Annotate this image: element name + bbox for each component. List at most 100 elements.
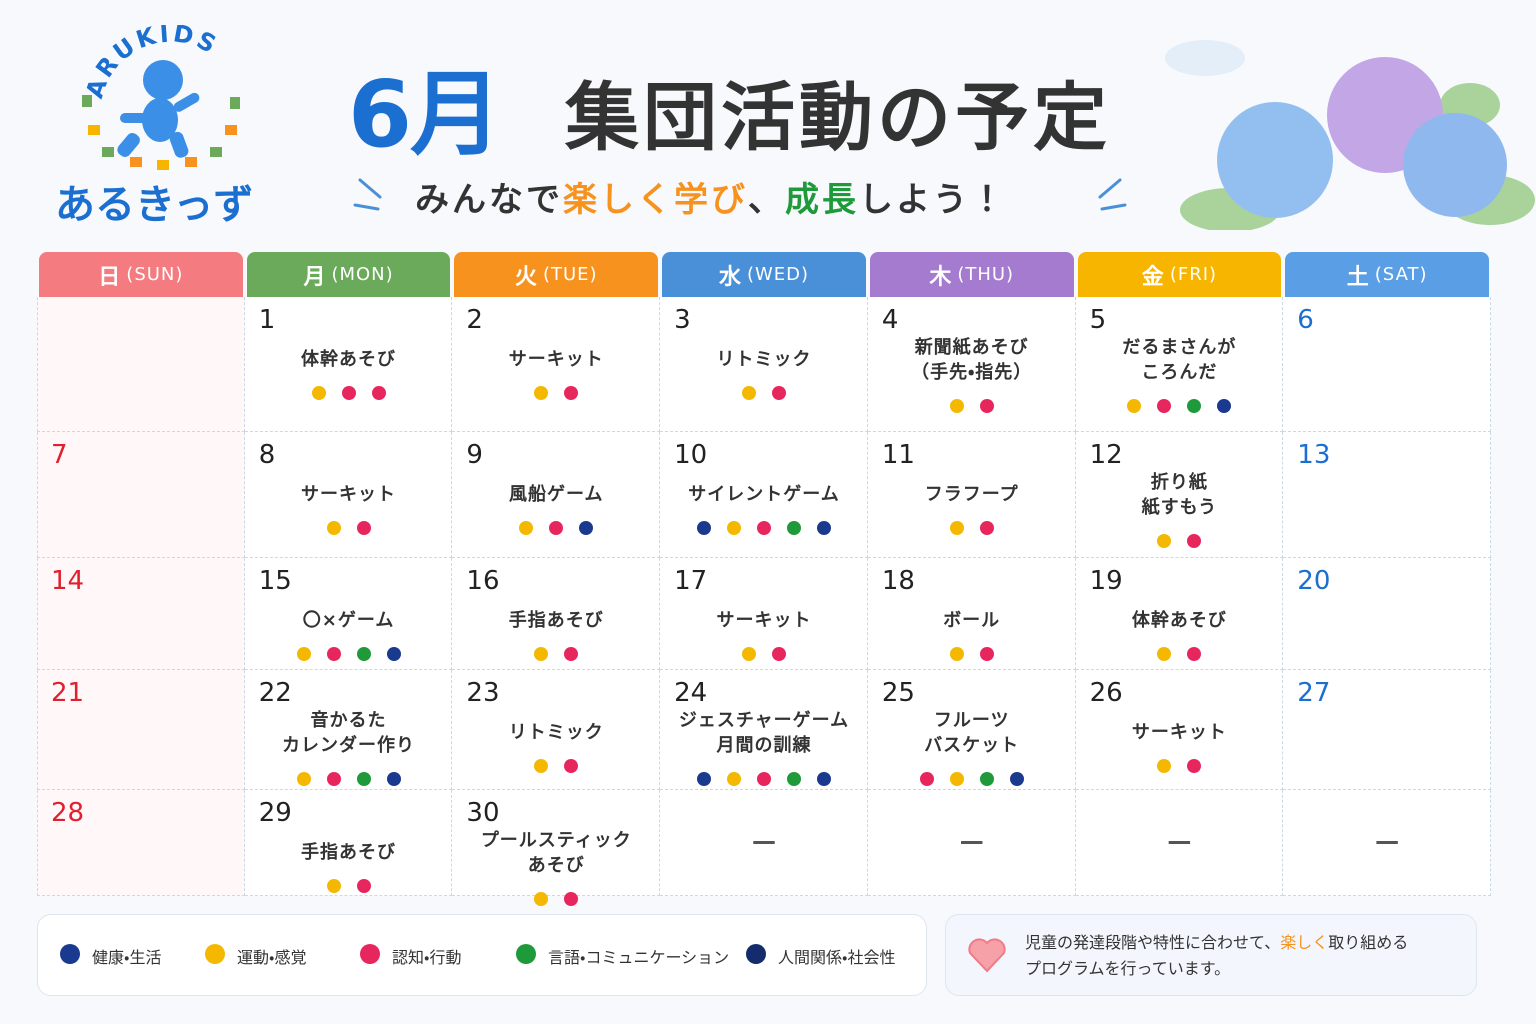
category-dot: [296, 647, 311, 661]
note-part: 児童の発達段階や特性に合わせて、: [1025, 933, 1281, 952]
day-cell: [1283, 670, 1491, 790]
date: 9: [466, 440, 483, 470]
activity: プールスティック: [480, 830, 632, 851]
category-dot: [296, 772, 311, 786]
subtitle-part: 成長: [785, 180, 859, 220]
category-dot: [371, 386, 386, 400]
day-cell: [660, 297, 868, 432]
note: 児童の発達段階や特性に合わせて、楽しく取り組める プログラムを行っています。: [1025, 930, 1408, 982]
day-cell: [37, 790, 245, 896]
legend-dot: [746, 944, 766, 964]
day-cell: [37, 670, 245, 790]
heart-icon: [968, 938, 1006, 973]
legend-dot: [60, 944, 80, 964]
category-dot: [1187, 534, 1202, 548]
activity: 手指あそび: [301, 842, 397, 863]
activity: フラフープ: [924, 484, 1019, 505]
day-cell: [452, 432, 661, 558]
note-part: 楽しく: [1280, 933, 1329, 952]
category-dot: [919, 772, 934, 786]
empty-day: —: [1167, 827, 1192, 855]
activity: リトミック: [508, 722, 604, 743]
category-dot: [772, 386, 786, 400]
day-cell: [1283, 790, 1491, 896]
activity: サーキット: [508, 349, 604, 370]
weekday-kanji: 土: [1346, 264, 1369, 290]
date: 15: [258, 566, 292, 596]
category-dot: [757, 772, 771, 786]
day-cell: [867, 670, 1076, 790]
legend-label: 人間関係・社会性: [778, 948, 896, 967]
category-dot: [727, 521, 741, 535]
date: 2: [466, 305, 483, 335]
logo-mark: ARUKIDS: [80, 25, 240, 170]
day-cell: [867, 432, 1076, 558]
date: 29: [258, 798, 292, 828]
activity: 風船ゲーム: [509, 484, 604, 505]
note-box: [945, 914, 1477, 996]
category-dot: [311, 386, 326, 400]
category-dot: [979, 647, 994, 661]
day-cell: [244, 558, 453, 670]
category-dot: [697, 772, 711, 786]
day-cell: [1075, 432, 1284, 558]
day-cell: [244, 790, 453, 896]
subtitle: みんなで楽しく学び、成長しよう！: [415, 172, 1007, 221]
weekday-header: 日 (SUN): [39, 252, 243, 297]
day-cell: [37, 558, 245, 670]
date: 12: [1089, 440, 1123, 470]
category-dot: [1217, 399, 1232, 413]
category-dot: [564, 892, 579, 906]
weekday-en: (TUE): [542, 264, 598, 285]
date: 14: [51, 566, 85, 596]
day-cell: [1075, 558, 1284, 670]
subtitle-part: 、: [748, 180, 785, 220]
day-cell: [1075, 297, 1284, 432]
activity: 音かるた: [310, 710, 387, 731]
day-cell: [244, 432, 453, 558]
activity: バスケット: [924, 735, 1020, 756]
legend-label: 運動・感覚: [237, 948, 307, 967]
title-month: 6月: [348, 61, 502, 168]
date: 4: [881, 305, 899, 335]
category-dot: [356, 521, 371, 535]
date: 24: [674, 678, 708, 708]
date: 5: [1089, 305, 1107, 335]
category-dot: [564, 386, 579, 400]
category-dot: [1157, 647, 1172, 661]
activity: 月間の訓練: [716, 735, 812, 756]
category-dot: [356, 879, 371, 893]
category-dot: [772, 647, 786, 661]
activity: ころんだ: [1141, 362, 1218, 383]
category-dot: [949, 647, 964, 661]
day-cell: [37, 297, 245, 432]
day-cell: [452, 790, 661, 896]
category-dot: [386, 772, 401, 786]
date: 28: [51, 798, 85, 828]
activity: 〇×ゲーム: [302, 610, 395, 631]
category-dot: [979, 521, 994, 535]
activity: 体幹あそび: [1131, 610, 1227, 631]
day-cell: [244, 670, 453, 790]
logo-ring: [82, 95, 240, 170]
day-cell: [660, 432, 868, 558]
category-dot: [356, 772, 371, 786]
weekday-kanji: 金: [1141, 264, 1164, 290]
category-dot: [519, 521, 534, 535]
activity: 新聞紙あそび: [914, 337, 1029, 358]
date: 26: [1089, 678, 1123, 708]
category-dot: [787, 772, 801, 786]
activity: サーキット: [716, 610, 812, 631]
day-cell: [1283, 558, 1491, 670]
subtitle-part: 楽しく学び: [563, 180, 748, 220]
category-dot: [742, 647, 756, 661]
activity: サイレントゲーム: [688, 484, 840, 505]
activity: サーキット: [1131, 722, 1227, 743]
category-dot: [1187, 759, 1202, 773]
category-dot: [1157, 399, 1172, 413]
activity: ジェスチャーゲーム: [678, 710, 850, 731]
legend-dot: [360, 944, 380, 964]
date: 23: [466, 678, 500, 708]
note-part: プログラムを行っています。: [1025, 959, 1231, 978]
category-dot: [757, 521, 771, 535]
